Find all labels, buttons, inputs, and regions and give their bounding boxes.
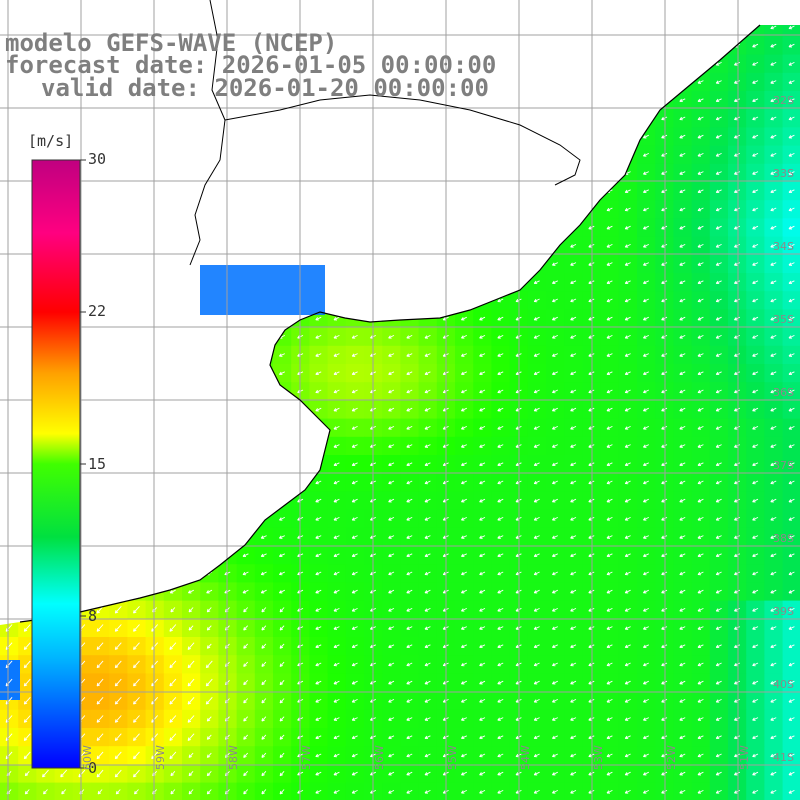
map-title-forecast-date: forecast date: 2026-01-05 00:00:00: [5, 51, 497, 79]
colorbar-tick-label: 22: [88, 302, 107, 320]
coastline: [19, 0, 761, 623]
lat-label: 41S: [773, 751, 794, 764]
colorbar-tick-label: 8: [88, 607, 98, 625]
lat-label: 32S: [773, 94, 794, 107]
lon-label: 51W: [738, 745, 751, 770]
lat-label: 36S: [773, 386, 794, 399]
colorbar-unit: [m/s]: [28, 132, 74, 150]
lat-label: 40S: [773, 678, 794, 691]
colorbar: [31, 159, 81, 769]
lon-label: 53W: [592, 745, 605, 770]
lat-label: 35S: [773, 313, 794, 326]
colorbar-tick-label: 30: [88, 150, 107, 168]
map-title-valid-date: valid date: 2026-01-20 00:00:00: [41, 74, 489, 102]
colorbar-ticks: [80, 159, 86, 769]
lat-label: 33S: [773, 167, 794, 180]
colorbar-tick-label: 0: [88, 759, 98, 777]
lon-label: 58W: [227, 745, 240, 770]
lon-label: 55W: [446, 745, 459, 770]
lon-label: 59W: [154, 745, 167, 770]
land-area: [0, 265, 325, 700]
lat-label: 34S: [773, 240, 794, 253]
map-title-model: modelo GEFS-WAVE (NCEP): [5, 29, 338, 57]
lon-label: 57W: [300, 745, 313, 770]
lon-label: 52W: [665, 745, 678, 770]
wind-arrows: [5, 25, 795, 795]
lon-label: 54W: [519, 745, 532, 770]
lon-label: 56W: [373, 745, 386, 770]
lat-label: 37S: [773, 459, 794, 472]
lat-label: 39S: [773, 605, 794, 618]
lat-label: 38S: [773, 532, 794, 545]
colorbar-tick-label: 15: [88, 455, 107, 473]
lon-label: 60W: [81, 745, 94, 770]
